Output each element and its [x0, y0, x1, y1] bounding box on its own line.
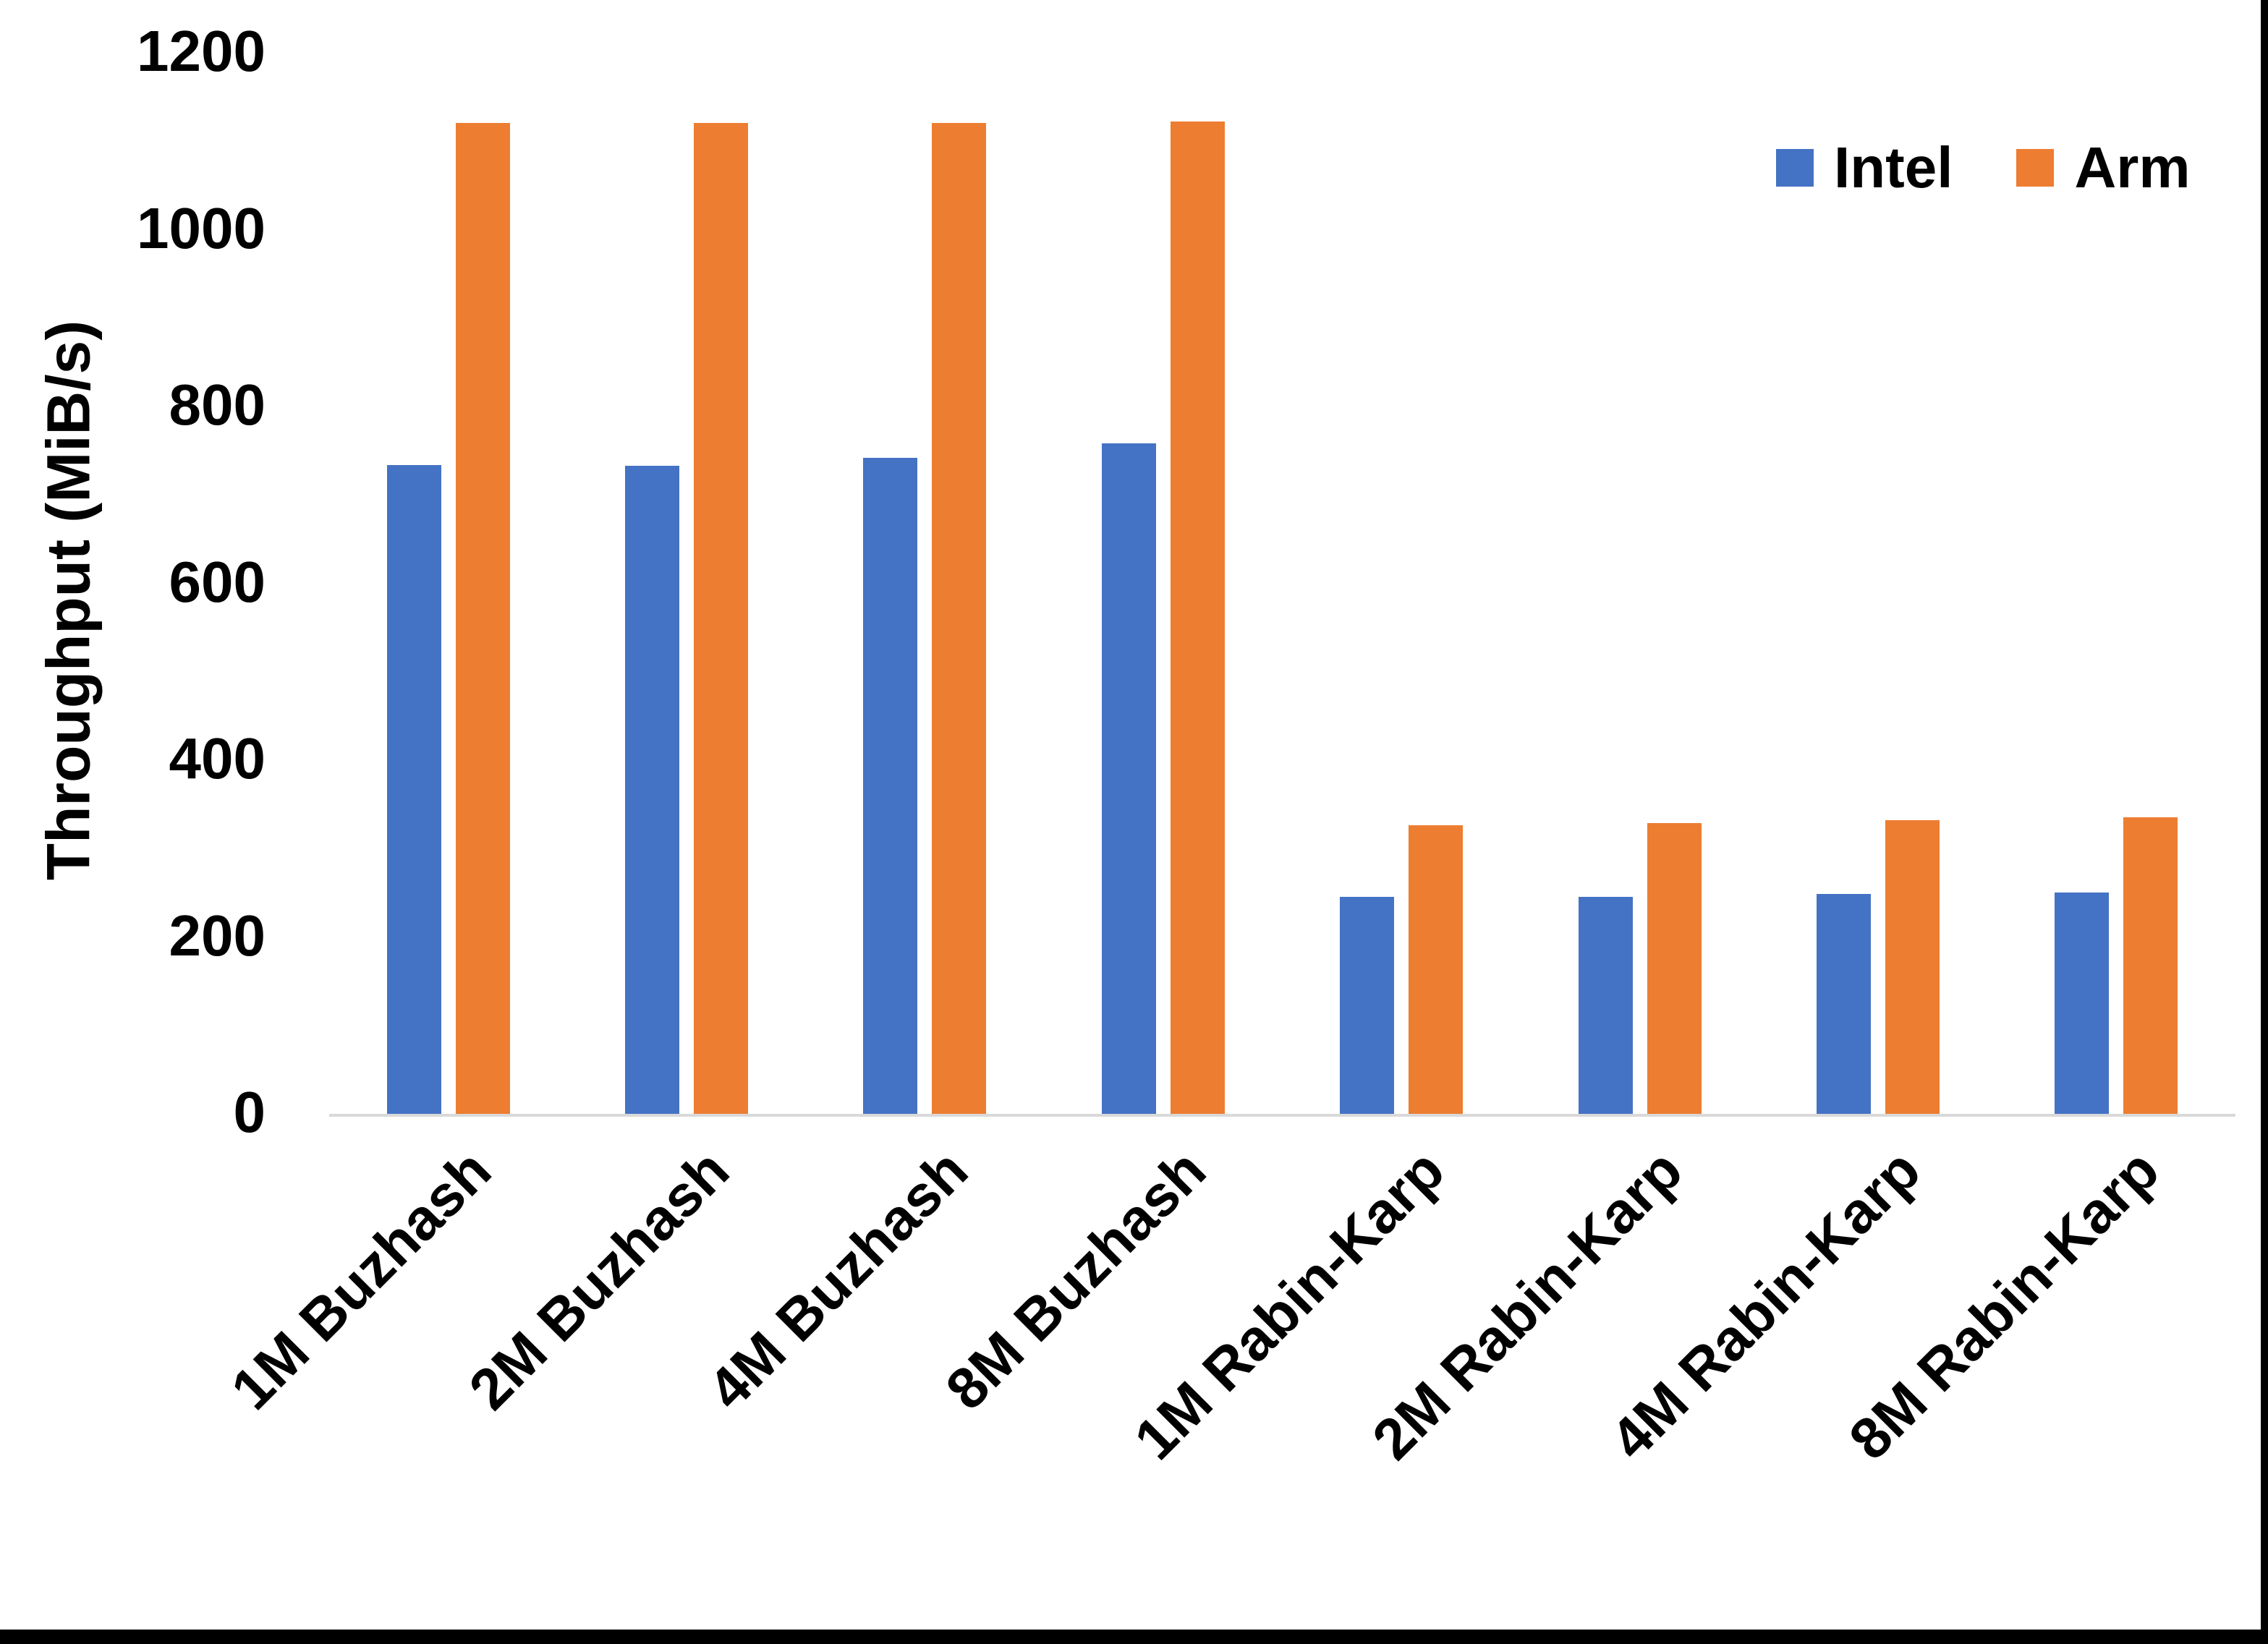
- bar-arm-2m-buzhash: [694, 123, 748, 1114]
- window-edge-bottom: [0, 1630, 2268, 1644]
- y-tick-label-200: 200: [169, 903, 266, 968]
- x-axis-line: [329, 1114, 2235, 1117]
- legend-swatch-intel-icon: [1776, 149, 1814, 187]
- bar-intel-8m-rabin-karp: [2055, 893, 2109, 1114]
- legend: Intel Arm: [1776, 139, 2191, 197]
- bar-intel-2m-rabin-karp: [1579, 897, 1633, 1114]
- legend-item-intel: Intel: [1776, 139, 1953, 197]
- bar-arm-4m-rabin-karp: [1885, 820, 1940, 1114]
- y-tick-label-1000: 1000: [137, 195, 266, 260]
- y-tick-label-0: 0: [233, 1080, 266, 1145]
- bar-arm-1m-rabin-karp: [1409, 825, 1463, 1114]
- y-tick-label-600: 600: [169, 549, 266, 614]
- bar-intel-8m-buzhash: [1102, 443, 1156, 1114]
- legend-item-arm: Arm: [2016, 135, 2191, 200]
- bar-arm-8m-buzhash: [1171, 122, 1225, 1114]
- bar-arm-4m-buzhash: [932, 123, 986, 1114]
- bar-arm-8m-rabin-karp: [2123, 817, 2178, 1114]
- legend-label-intel: Intel: [1834, 135, 1953, 200]
- bar-intel-4m-buzhash: [863, 458, 917, 1114]
- y-tick-label-800: 800: [169, 372, 266, 438]
- bar-arm-1m-buzhash: [456, 123, 510, 1114]
- y-tick-label-400: 400: [169, 726, 266, 791]
- bar-intel-1m-buzhash: [387, 465, 441, 1114]
- y-tick-label-1200: 1200: [137, 19, 266, 84]
- legend-label-arm: Arm: [2074, 135, 2191, 200]
- legend-swatch-arm-icon: [2016, 149, 2055, 187]
- window-edge-right: [2261, 0, 2268, 1644]
- bar-intel-4m-rabin-karp: [1817, 894, 1871, 1114]
- bar-intel-2m-buzhash: [625, 466, 679, 1114]
- bar-intel-1m-rabin-karp: [1340, 897, 1394, 1114]
- bar-arm-2m-rabin-karp: [1647, 823, 1702, 1114]
